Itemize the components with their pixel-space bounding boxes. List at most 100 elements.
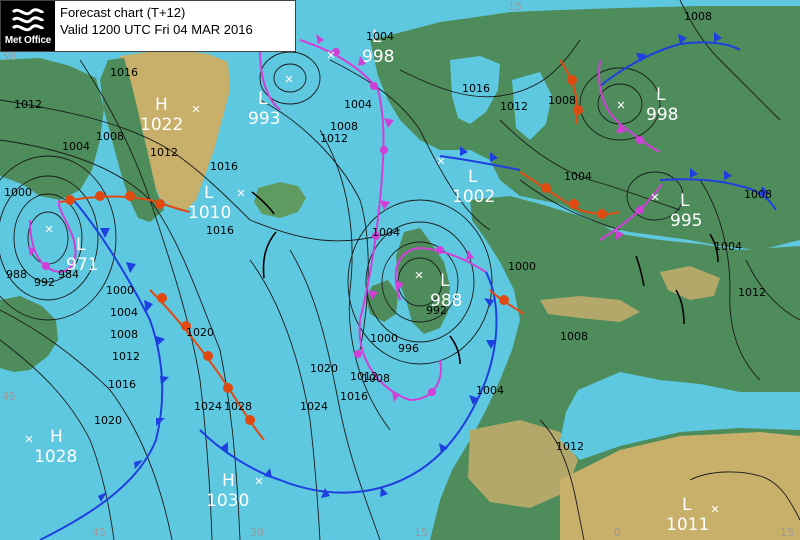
- isobar-ring: [365, 221, 475, 343]
- cold-front-triangle: [100, 228, 110, 238]
- isobar-label: 1008: [110, 328, 138, 341]
- chart-valid-time: Valid 1200 UTC Fri 04 MAR 2016: [60, 22, 253, 37]
- centre-markers: [25, 51, 719, 513]
- great-britain: [396, 228, 450, 334]
- isobar-label: 1024: [300, 400, 328, 413]
- isobar-label: 1004: [110, 306, 138, 319]
- isobar-label: 1012: [112, 350, 140, 363]
- isobar-label: 1020: [94, 414, 122, 427]
- isobar-label: 992: [34, 276, 55, 289]
- warm-front-bump: [569, 199, 579, 209]
- grid-label: 15: [508, 0, 522, 13]
- pressure-value-label: 993: [248, 109, 280, 129]
- isobar-label: 1008: [362, 372, 390, 385]
- isobar-label: 1020: [310, 362, 338, 375]
- isobar-line: [745, 259, 800, 321]
- pressure-type-label: H: [222, 471, 235, 491]
- centre-cross: [285, 75, 293, 83]
- occluded-front-triangle: [392, 392, 400, 402]
- cold-front-triangle: [321, 488, 330, 498]
- warm-front-bump: [155, 199, 165, 209]
- isobar-line: [0, 139, 241, 540]
- isobar-line: [289, 249, 381, 540]
- warm-front-bump: [499, 295, 509, 305]
- isobar-ring: [0, 155, 117, 321]
- isobar-line: [689, 471, 800, 521]
- cold-front-line: [599, 41, 741, 87]
- occluded-front-bump: [436, 246, 444, 254]
- trough-line: [251, 191, 275, 215]
- isobar-line: [249, 259, 321, 540]
- occluded-front-bump: [354, 350, 362, 358]
- centre-cross: [255, 477, 263, 485]
- isobar-label: 1008: [96, 130, 124, 143]
- warm-front-line: [559, 59, 579, 125]
- pressure-type-label: L: [680, 191, 690, 211]
- isobar-line: [519, 179, 621, 231]
- isobar-ring: [347, 199, 493, 365]
- pressure-type-label: L: [372, 27, 382, 47]
- isobar-label: 1012: [350, 370, 378, 383]
- warm-front-bump: [597, 209, 607, 219]
- occluded-front-bump: [372, 232, 380, 240]
- isobar-label: 1012: [14, 98, 42, 111]
- isobar-line: [329, 59, 491, 231]
- occluded-front-symbols: [28, 34, 644, 402]
- pressure-value-label: 1030: [206, 491, 249, 511]
- isobar-line: [0, 99, 401, 242]
- trough-line: [635, 255, 645, 287]
- isobar-line: [79, 59, 213, 540]
- isobar-ring: [381, 241, 459, 323]
- centre-cross: [415, 271, 423, 279]
- cold-front-triangle: [690, 168, 698, 178]
- isobar-ring: [273, 63, 307, 93]
- isobar-line: [0, 339, 115, 540]
- pressure-labels: H 1022 L 993 L 998 L 998 L 1010 L 1002 L…: [34, 27, 709, 535]
- cold-front-triangle: [144, 300, 153, 312]
- cold-front-triangle: [714, 32, 722, 42]
- occluded-front-triangle: [368, 290, 378, 300]
- pressure-value-label: 1010: [188, 203, 231, 223]
- isobar-label: 1028: [224, 400, 252, 413]
- cold-front-triangle: [469, 395, 478, 405]
- occluded-front-bump: [332, 48, 340, 56]
- cold-front-triangle: [264, 468, 272, 478]
- occluded-front-line: [394, 246, 487, 301]
- land-masses: [0, 6, 800, 540]
- isobar-line: [539, 419, 585, 540]
- cold-front-triangle: [156, 418, 165, 426]
- warm-front-bump: [65, 195, 75, 205]
- isobar-line: [0, 309, 173, 540]
- occluded-front-bump: [380, 146, 388, 154]
- cold-front-triangle: [134, 460, 143, 469]
- isobar-label: 1004: [344, 98, 372, 111]
- alps-ridge: [540, 296, 640, 322]
- cold-front-triangle: [439, 443, 448, 453]
- isobar-label: 1016: [462, 82, 490, 95]
- grid-label: 45: [92, 526, 106, 539]
- occluded-front-bump: [428, 388, 436, 396]
- occluded-front-triangle: [396, 280, 404, 290]
- cold-front-triangle: [460, 146, 468, 156]
- cold-front-line: [199, 271, 498, 494]
- isobar-label: 1016: [110, 66, 138, 79]
- chart-title: Forecast chart (T+12): [60, 5, 186, 20]
- isobar-label: 1016: [210, 160, 238, 173]
- bothnia-sea: [512, 72, 552, 140]
- occluded-front-line: [259, 49, 281, 111]
- isobar-line: [679, 0, 781, 121]
- isobar-label: 1024: [194, 400, 222, 413]
- warm-front-bump: [203, 351, 213, 361]
- warm-front-line: [519, 171, 621, 215]
- grid-label: 15: [414, 526, 428, 539]
- isobar-label: 988: [6, 268, 27, 281]
- cold-front-triangle: [156, 336, 165, 346]
- isobar-label: 1004: [564, 170, 592, 183]
- isobar-label: 984: [58, 268, 79, 281]
- occluded-front-triangle: [466, 250, 474, 260]
- isobar-label: 1012: [150, 146, 178, 159]
- isobar-label: 1008: [560, 330, 588, 343]
- isobar-ring: [0, 175, 99, 301]
